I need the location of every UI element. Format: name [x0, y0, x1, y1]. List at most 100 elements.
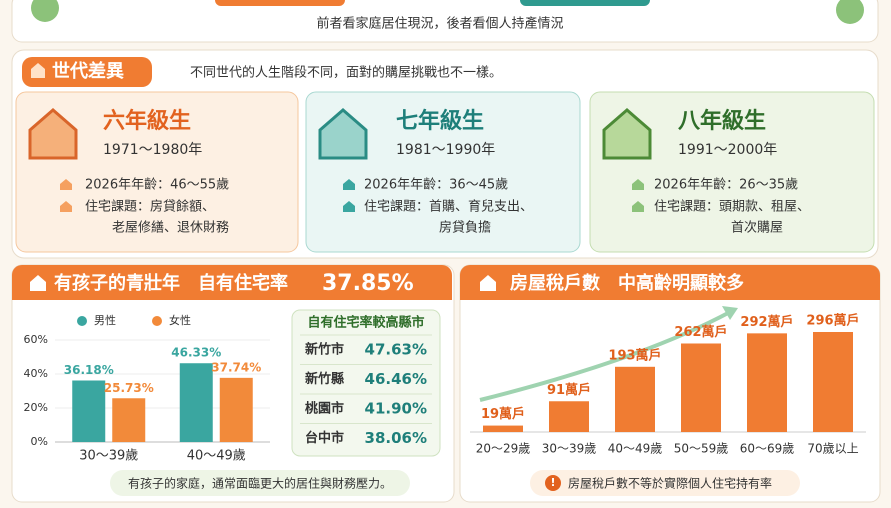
- card-years: 1971～1980年: [103, 142, 202, 158]
- y-tick-label: 20%: [24, 401, 48, 414]
- bullet: [632, 179, 644, 190]
- value-label: 25.73%: [104, 381, 154, 395]
- bar: [549, 401, 589, 432]
- note: 有孩子的家庭，通常面臨更大的居住與財務壓力。: [128, 476, 392, 491]
- note: 房屋稅戶數不等於實際個人住宅持有率: [568, 476, 772, 491]
- cell: 47.63%: [365, 341, 427, 359]
- trend-arrow: [479, 310, 731, 402]
- icon: [480, 275, 496, 291]
- card-name: 六年級生: [103, 108, 191, 134]
- decor: [31, 0, 59, 22]
- icon: [602, 108, 652, 160]
- card: 八年級生 1991～2000年 2026年年齡：26～35歲 住宅課題：頭期款、…: [589, 91, 875, 253]
- value-label: 193萬戶: [608, 347, 661, 363]
- bar: [681, 343, 721, 432]
- card-age: 2026年年齡：26～35歲: [654, 178, 798, 193]
- card-bg: [305, 91, 581, 253]
- card-name: 七年級生: [396, 108, 484, 134]
- icon: [31, 63, 45, 78]
- value-label: 19萬戶: [481, 406, 525, 422]
- bullet: [343, 201, 355, 212]
- bar: [219, 377, 253, 442]
- section-tag: [22, 57, 152, 87]
- icon: [318, 108, 368, 160]
- icon: [545, 475, 561, 491]
- bullet: [60, 201, 72, 212]
- card-years: 1991～2000年: [678, 142, 777, 158]
- icon: [30, 275, 46, 291]
- x-tick-label: 50～59歲: [674, 442, 729, 456]
- bullet: [60, 179, 72, 190]
- bar: [615, 366, 655, 432]
- card-name: 八年級生: [678, 108, 766, 134]
- bar: [813, 332, 853, 432]
- cell: 38.06%: [365, 429, 427, 447]
- legend-swatch: [152, 316, 162, 326]
- card-issue: 房貸負擔: [439, 220, 491, 236]
- note-pill: [530, 470, 800, 496]
- panel-header: [12, 265, 452, 300]
- legend-label: 男性: [94, 313, 116, 327]
- panel-title: 房屋稅戶數 中高齡明顯較多: [510, 272, 744, 294]
- x-tick-label: 30～39歲: [79, 449, 138, 464]
- panel-highlight: 37.85%: [322, 271, 414, 296]
- value-label: 91萬戶: [547, 382, 591, 398]
- x-tick-label: 60～69歲: [740, 442, 795, 456]
- value-label: 46.33%: [171, 346, 221, 360]
- cell: 新竹縣: [305, 371, 344, 387]
- note-pill: [110, 470, 410, 496]
- caption: 前者看家庭居住現況，後者看個人持產情況: [316, 16, 563, 32]
- decor: [215, 0, 345, 6]
- x-tick-label: 70歲以上: [807, 442, 858, 456]
- card: 七年級生 1981～1990年 2026年年齡：36～45歲 住宅課題：首購、育…: [305, 91, 581, 253]
- panel-header: [460, 265, 880, 300]
- cell: 新竹市: [305, 342, 344, 358]
- cell: 桃園市: [305, 401, 344, 417]
- bullet: [632, 201, 644, 212]
- icon: [28, 108, 78, 160]
- x-tick-label: 20～29歲: [476, 442, 531, 456]
- panel-title: 有孩子的青壯年 自有住宅率: [54, 272, 288, 294]
- value-label: 37.74%: [211, 360, 261, 374]
- card-years: 1981～1990年: [396, 142, 495, 158]
- card: 六年級生 1971～1980年 2026年年齡：46～55歲 住宅課題：房貸餘額…: [15, 91, 299, 253]
- value-label: 36.18%: [64, 363, 114, 377]
- card-bg: [589, 91, 875, 253]
- value-label: 296萬戶: [806, 313, 859, 329]
- decor: [836, 0, 864, 24]
- bar: [72, 380, 106, 442]
- decor: [520, 0, 650, 6]
- bar: [747, 333, 787, 432]
- card-issue: 老屋修繕、退休財務: [112, 220, 229, 236]
- card-issue: 住宅課題：首購、育兒支出、: [364, 199, 533, 215]
- section-subtitle: 不同世代的人生階段不同，面對的購屋挑戰也不一樣。: [190, 65, 502, 81]
- section-title: 世代差異: [52, 60, 124, 82]
- bar: [483, 425, 523, 432]
- x-tick-label: 40～49歲: [187, 449, 246, 464]
- table-title: 自有住宅率較高縣市: [307, 315, 424, 331]
- card-issue: 首次購屋: [731, 220, 783, 236]
- card-issue: 住宅課題：頭期款、租屋、: [654, 199, 810, 215]
- cell: 41.90%: [365, 400, 427, 418]
- table-body: 新竹市 47.63% 新竹縣 46.46% 桃園市 41.90% 台中市 38.06%: [300, 334, 432, 447]
- top-strip: [11, 0, 879, 43]
- card-issue: 住宅課題：房貸餘額、: [85, 199, 215, 215]
- trend-arrow: [722, 306, 738, 320]
- table: [291, 309, 441, 457]
- y-tick-label: 0%: [31, 435, 48, 448]
- cell: 46.46%: [365, 370, 427, 388]
- y-tick-label: 60%: [24, 333, 48, 346]
- card-age: 2026年年齡：36～45歲: [364, 178, 508, 193]
- bar: [179, 363, 213, 442]
- legend-label: 女性: [169, 313, 191, 327]
- x-tick-label: 30～39歲: [542, 442, 597, 456]
- bullet: [343, 179, 355, 190]
- card-bg: [15, 91, 299, 253]
- legend-swatch: [77, 316, 87, 326]
- bar: [112, 398, 146, 442]
- x-tick-label: 40～49歲: [608, 442, 663, 456]
- cell: 台中市: [305, 430, 344, 446]
- icon: !: [550, 476, 555, 489]
- value-label: 262萬戶: [674, 324, 727, 340]
